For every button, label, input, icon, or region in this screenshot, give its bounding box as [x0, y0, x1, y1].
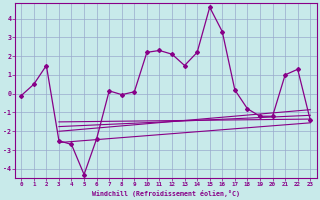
- X-axis label: Windchill (Refroidissement éolien,°C): Windchill (Refroidissement éolien,°C): [92, 190, 240, 197]
